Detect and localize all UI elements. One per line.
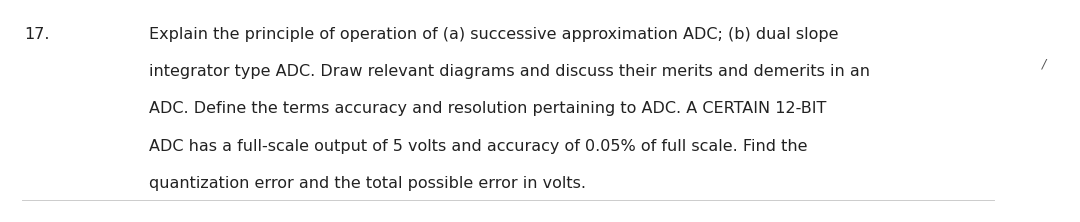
Text: ADC has a full-scale output of 5 volts and accuracy of 0.05% of full scale. Find: ADC has a full-scale output of 5 volts a… xyxy=(149,139,808,154)
Text: /: / xyxy=(1042,58,1047,71)
Text: integrator type ADC. Draw relevant diagrams and discuss their merits and demerit: integrator type ADC. Draw relevant diagr… xyxy=(149,64,870,79)
Text: quantization error and the total possible error in volts.: quantization error and the total possibl… xyxy=(149,176,586,191)
Text: Explain the principle of operation of (a) successive approximation ADC; (b) dual: Explain the principle of operation of (a… xyxy=(149,27,838,42)
Text: ADC. Define the terms accuracy and resolution pertaining to ADC. A CERTAIN 12-BI: ADC. Define the terms accuracy and resol… xyxy=(149,101,826,116)
Text: 17.: 17. xyxy=(24,27,50,42)
